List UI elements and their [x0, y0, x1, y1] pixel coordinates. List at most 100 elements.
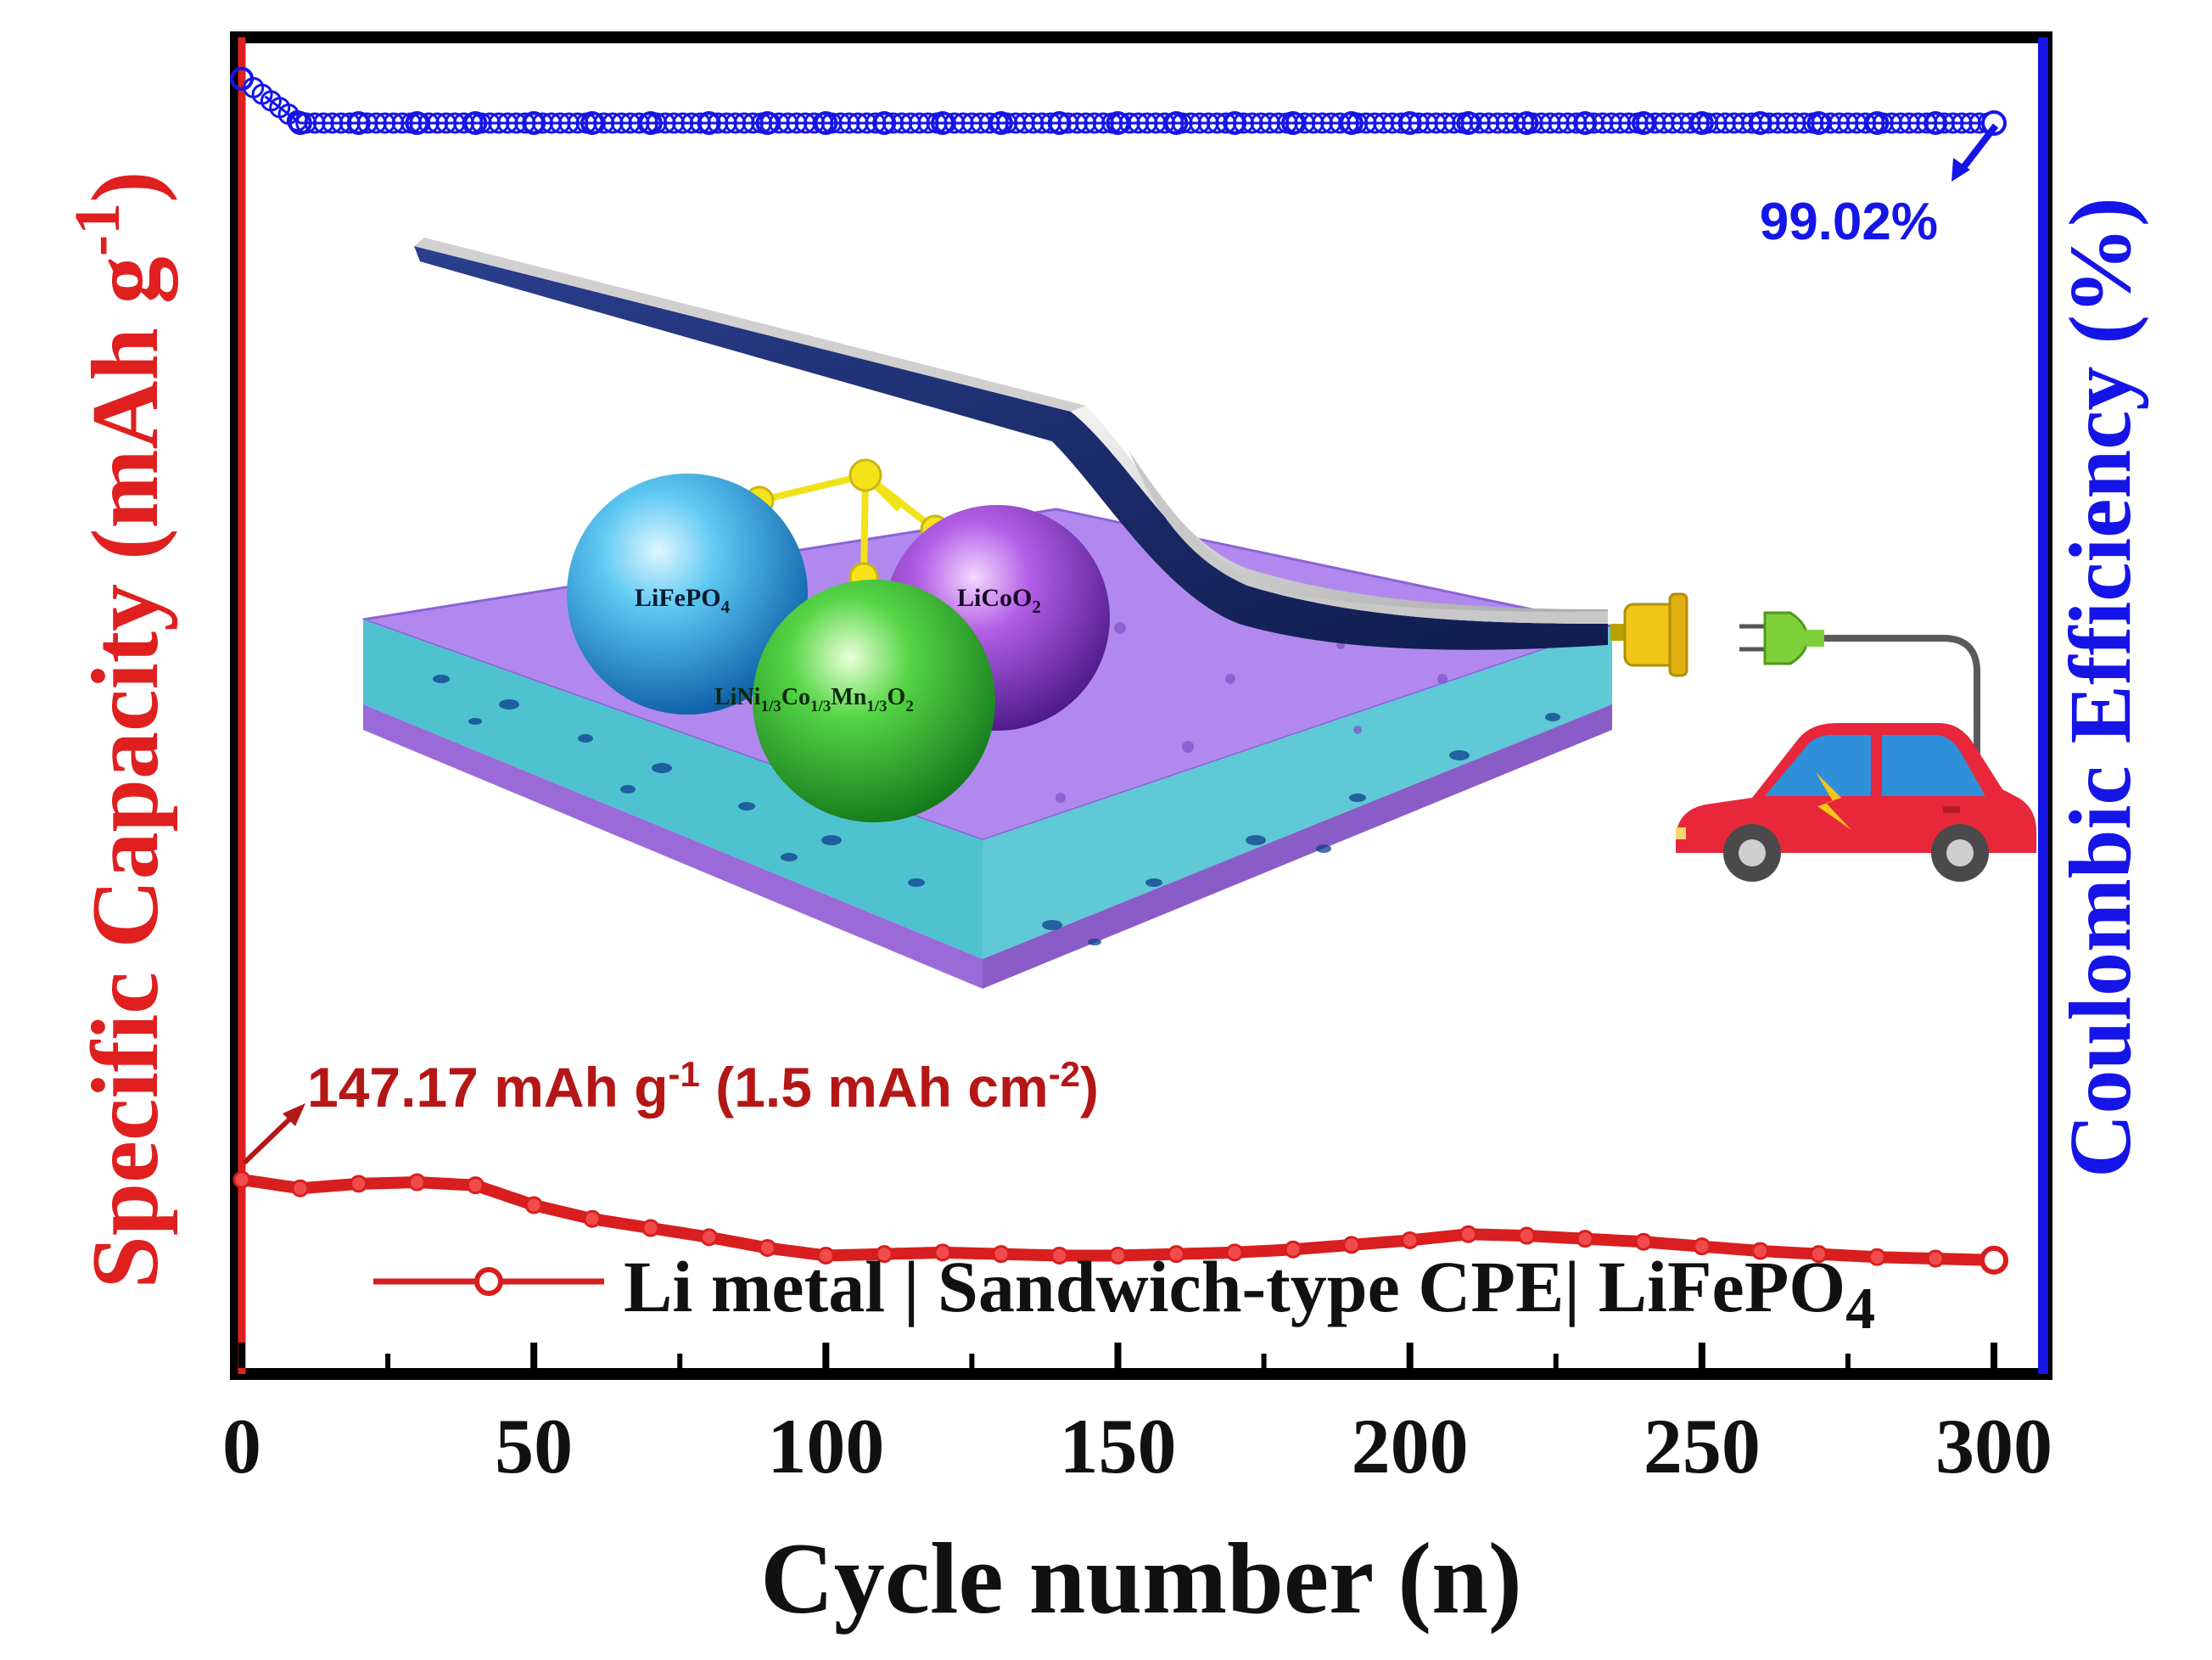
legend-label-sub: 4: [1845, 1276, 1875, 1342]
capacity-point: [1342, 1236, 1361, 1254]
efficiency-point: [463, 111, 488, 135]
capacity-point: [1810, 1245, 1828, 1264]
x-tick-label: 250: [1644, 1403, 1761, 1489]
plug-icon: [1739, 611, 1980, 798]
capacity-point: [700, 1228, 719, 1247]
capacity-annotation-text: 147.17 mAh g-1 (1.5 mAh cm-2): [307, 1054, 1099, 1119]
capacity-end-point: [1980, 1245, 2008, 1275]
efficiency-annotation-text: 99.02%: [1760, 193, 1938, 251]
ncm-sphere: [753, 580, 995, 822]
efficiency-point: [638, 111, 663, 135]
efficiency-point: [1865, 111, 1890, 135]
efficiency-point: [522, 111, 546, 135]
efficiency-point: [988, 111, 1013, 135]
efficiency-point: [1281, 111, 1305, 135]
capacity-point: [1576, 1230, 1594, 1248]
efficiency-point: [1573, 111, 1598, 135]
lifepo4-sphere: [567, 474, 808, 715]
efficiency-point: [1924, 111, 1948, 135]
capacity-point: [1517, 1226, 1536, 1245]
efficiency-point: [1047, 111, 1072, 135]
capacity-point: [524, 1196, 543, 1214]
slab-pores: [433, 675, 1560, 945]
slab-base-right: [983, 704, 1612, 989]
licoo2-label: LiCoO2: [957, 584, 1041, 617]
efficiency-point: [1515, 111, 1539, 135]
efficiency-point: [230, 66, 254, 91]
capacity-point: [1459, 1225, 1477, 1243]
x-tick-label: 100: [767, 1403, 884, 1489]
lithium-sheet-top: [414, 246, 1608, 650]
capacity-point: [1693, 1237, 1711, 1256]
x-tick-label: 200: [1352, 1403, 1469, 1489]
capacity-point: [1401, 1231, 1420, 1249]
electrolyte-slab-right-face: [983, 626, 1612, 959]
ncm-label: LiNi1/3Co1/3Mn1/3O2: [714, 684, 914, 715]
legend: Li metal | Sandwich-type CPE| LiFePO4: [373, 1246, 1875, 1342]
efficiency-point: [931, 111, 955, 135]
capacity-point: [1751, 1242, 1770, 1260]
capacity-point: [1634, 1232, 1653, 1251]
series-capacity: [232, 1170, 2008, 1275]
capacity-main: 147.17 mAh g: [307, 1056, 669, 1119]
capacity-point: [350, 1175, 368, 1193]
efficiency-arrow-head: [1952, 158, 1970, 182]
efficiency-point: [872, 111, 897, 135]
capacity-arrow-head: [283, 1103, 305, 1126]
capacity-arrow-shaft: [242, 1116, 293, 1165]
legend-label-main: Li metal | Sandwich-type CPE| LiFePO: [624, 1246, 1845, 1327]
efficiency-point: [1689, 111, 1714, 135]
y-left-axis-title: Specific Capacity (mAh g-1): [62, 171, 178, 1289]
capacity-point: [1109, 1246, 1127, 1265]
capacity-end: ): [1080, 1056, 1099, 1119]
efficiency-point: [1164, 111, 1189, 135]
efficiency-point: [1339, 111, 1364, 135]
slab-base-left: [363, 704, 983, 989]
y-left-title-end: ): [73, 171, 178, 203]
lithium-sheet-silver-face: [1128, 450, 1608, 624]
capacity-sup2: -2: [1049, 1054, 1080, 1094]
efficiency-point: [1806, 111, 1831, 135]
capacity-point: [408, 1173, 426, 1192]
capacity-point: [641, 1219, 660, 1237]
capacity-point: [875, 1245, 893, 1264]
efficiency-point: [755, 111, 780, 135]
efficiency-point: [1397, 111, 1422, 135]
efficiency-point: [1106, 111, 1130, 135]
y-left-title-sup: -1: [62, 203, 133, 256]
capacity-point: [1868, 1248, 1886, 1266]
x-tick-label: 0: [222, 1403, 261, 1489]
capacity-point: [992, 1245, 1011, 1264]
capacity-point: [1926, 1249, 1945, 1268]
x-tick-label: 150: [1060, 1403, 1177, 1489]
capacity-point: [466, 1176, 484, 1195]
efficiency-point: [580, 111, 604, 135]
capacity-point: [816, 1246, 835, 1265]
series-efficiency: [230, 66, 2007, 136]
legend-marker: [474, 1267, 503, 1296]
car-icon: [1676, 723, 2036, 882]
x-axis-title: Cycle number (n): [760, 1522, 1522, 1635]
efficiency-annotation: 99.02%: [1760, 123, 1999, 251]
capacity-point: [1050, 1246, 1069, 1265]
capacity-point: [933, 1243, 952, 1262]
efficiency-point: [405, 111, 429, 135]
x-axis-ticks: 0 50 100 150 200 250 300: [222, 1343, 2052, 1489]
efficiency-point: [697, 111, 721, 135]
legend-label: Li metal | Sandwich-type CPE| LiFePO4: [624, 1246, 1875, 1342]
socket-icon: [1610, 592, 1688, 677]
efficiency-point: [814, 111, 838, 135]
y-right-axis-title: Coulombic Efficiency (%): [2052, 197, 2149, 1177]
capacity-point: [759, 1238, 776, 1257]
capacity-point: [583, 1209, 602, 1228]
efficiency-point: [288, 111, 312, 135]
lithium-sheet-edge: [414, 238, 1086, 412]
efficiency-point: [1632, 111, 1655, 135]
inset-illustration: LiFePO4 LiCoO2 LiNi1/3Co1/3Mn1/3O2: [362, 238, 2036, 989]
efficiency-point: [1223, 111, 1247, 135]
x-tick-label: 50: [495, 1403, 573, 1489]
lifepo4-label: LiFePO4: [635, 584, 731, 617]
capacity-point: [1284, 1240, 1302, 1259]
capacity-mid: (1.5 mAh cm: [700, 1056, 1049, 1119]
